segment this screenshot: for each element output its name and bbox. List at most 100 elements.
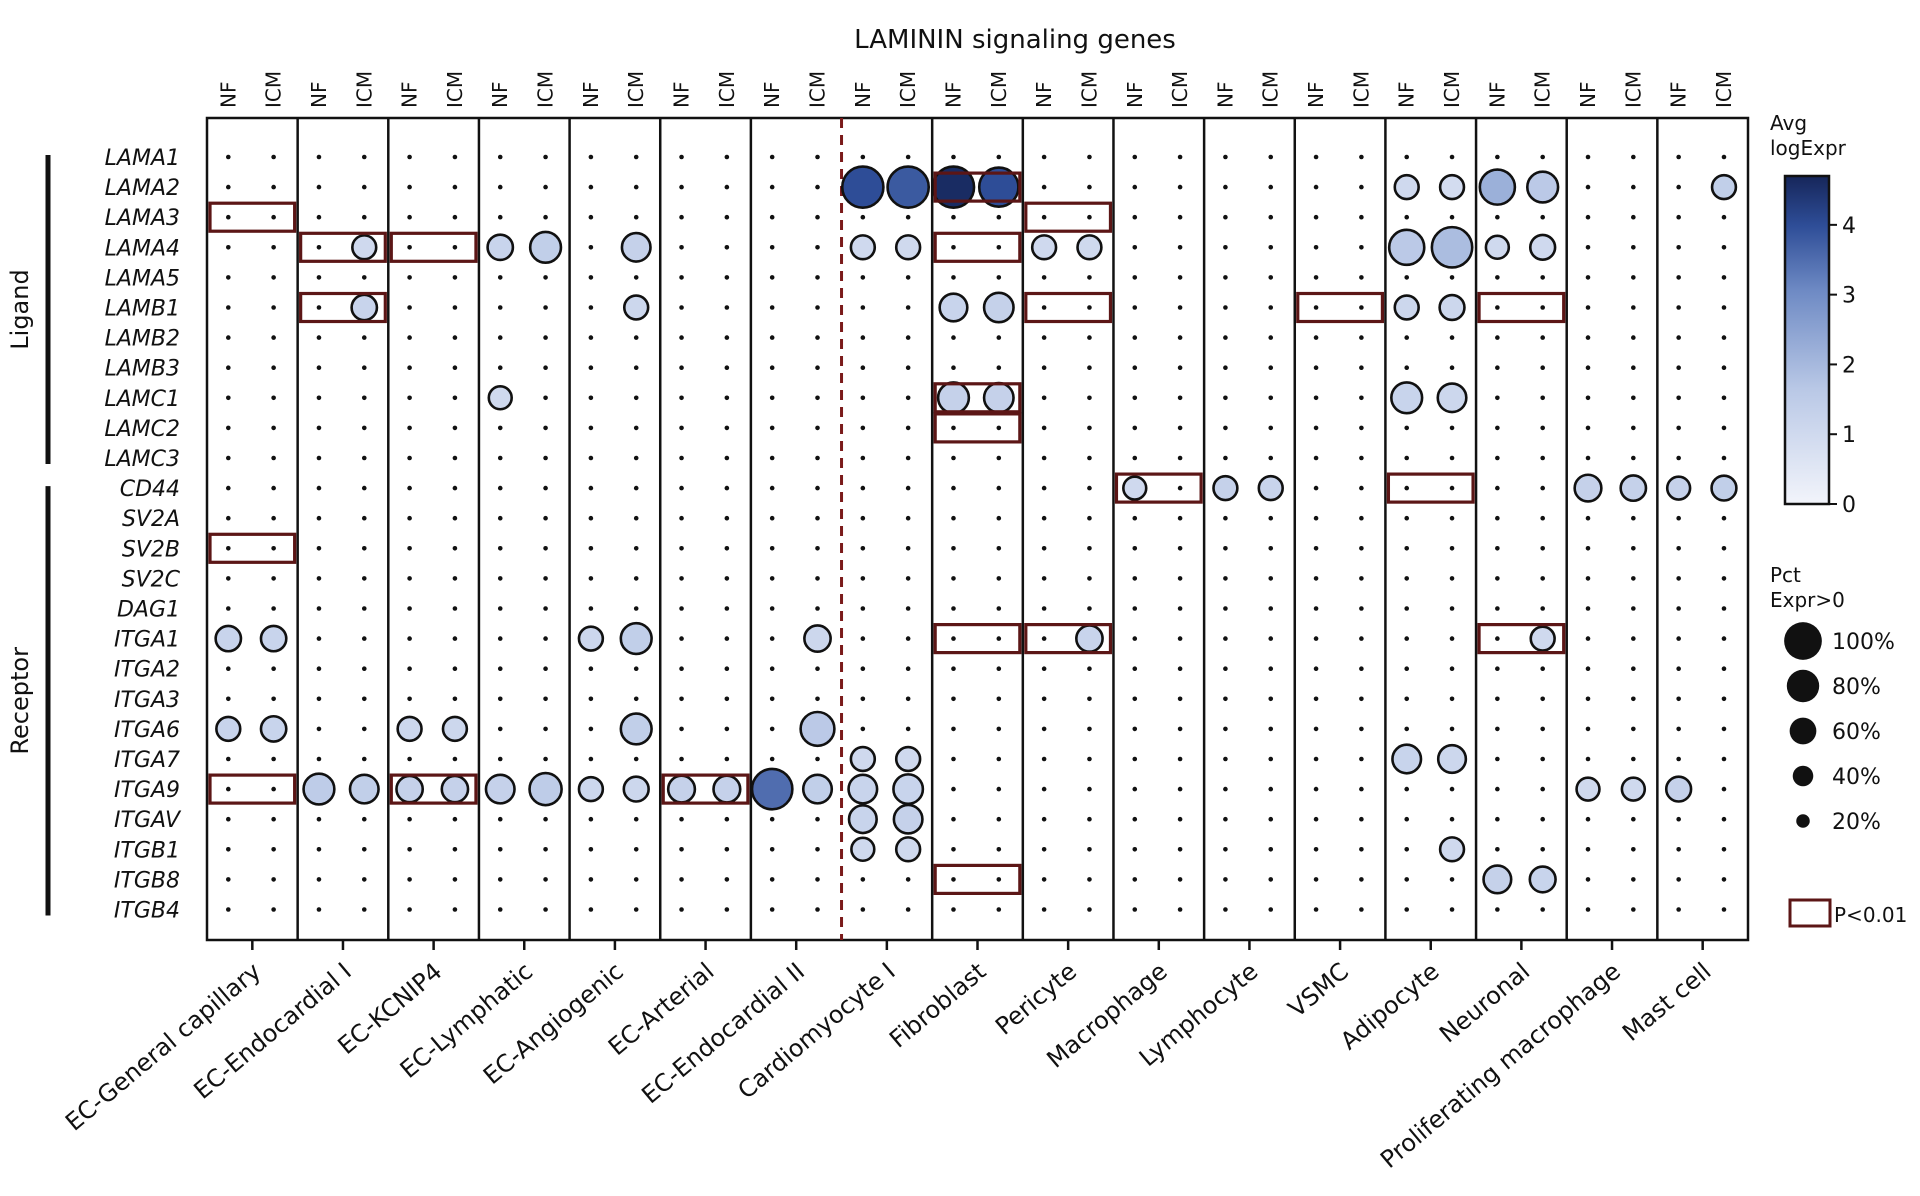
gene-label: LAMA3 [105,206,180,231]
colorbar-tick-label: 1 [1842,423,1856,448]
expression-dot [860,576,866,581]
expression-dot [1087,305,1092,310]
expression-dot [1404,786,1410,792]
expression-dot [1177,275,1183,280]
expression-dot [1390,381,1424,415]
expression-dot [905,425,911,431]
expression-dot [348,773,380,805]
expression-dot [633,696,639,702]
expression-dot [271,847,276,852]
expression-dot [1041,636,1047,641]
expression-dot [271,756,276,762]
expression-dot [1449,636,1455,641]
expression-dot [361,395,367,401]
expression-dot [1087,184,1092,190]
expression-dot [1223,816,1228,822]
expression-dot [1449,907,1455,912]
expression-dot [619,621,653,656]
expression-dot [724,275,730,280]
expression-dot [905,335,911,340]
expression-dot [1041,696,1047,702]
gene-label: ITGA6 [114,718,180,743]
expression-dot [951,365,956,371]
significance-box [299,291,387,324]
expression-dot [1404,726,1410,732]
expression-dot [1676,425,1681,431]
expression-dot [1664,775,1693,803]
expression-dot [588,696,594,702]
expression-dot [543,335,548,340]
expression-dot [1449,515,1455,521]
expression-dot [1268,696,1274,702]
expression-dot [452,184,458,190]
expression-dot [361,154,367,160]
expression-dot [996,335,1002,340]
expression-dot [1449,455,1455,461]
expression-dot [1132,214,1138,220]
expression-dot [1223,576,1228,581]
expression-dot [633,485,639,491]
expression-dot [1223,365,1228,371]
expression-dot [724,365,730,371]
expression-dot [815,546,820,551]
expression-dot [497,515,503,521]
expression-dot [1132,726,1138,732]
expression-dot [815,877,820,882]
expression-dot [905,877,911,882]
expression-dot [226,907,231,912]
expression-dot [724,214,730,220]
gene-label: ITGB8 [114,868,180,893]
expression-dot [1676,455,1681,461]
expression-dot [1631,816,1636,822]
expression-dot [633,816,639,822]
expression-dot [1540,455,1545,461]
expression-dot [679,666,684,671]
expression-dot [724,335,730,340]
expression-dot [361,214,367,220]
expression-dot [484,773,516,805]
expression-dot [905,696,911,702]
condition-label-icm: ICM [262,71,286,108]
expression-dot [452,636,458,641]
expression-dot [452,305,458,310]
expression-dot [1721,666,1727,671]
expression-dot [1041,877,1047,882]
expression-dot [905,305,911,310]
expression-dot [588,455,594,461]
gene-label: SV2A [122,507,180,532]
expression-dot [226,786,231,792]
expression-dot [271,184,276,190]
expression-dot [905,455,911,461]
expression-dot [1087,907,1092,912]
expression-dot [860,425,866,431]
expression-dot [1676,756,1681,762]
expression-dot [633,546,639,551]
condition-label-nf: NF [1576,82,1600,108]
expression-dot [1223,786,1228,792]
expression-dot [1540,305,1545,310]
expression-dot [847,773,879,805]
expression-dot [679,636,684,641]
expression-dot [1528,233,1557,262]
expression-dot [1177,696,1183,702]
expression-dot [724,696,730,702]
expression-dot [1268,726,1274,732]
expression-dot [679,485,684,491]
expression-dot [350,293,379,322]
gene-label: LAMC1 [104,387,180,412]
expression-dot [1132,756,1138,762]
expression-dot [1631,877,1636,882]
expression-dot [271,877,276,882]
expression-dot [1495,275,1500,280]
expression-dot [361,425,367,431]
expression-dot [1404,666,1410,671]
expression-dot [724,485,730,491]
expression-dot [1041,726,1047,732]
expression-dot [440,774,470,804]
expression-dot [1585,756,1591,762]
expression-dot [452,877,458,882]
expression-dot [1177,365,1183,371]
expression-dot [361,907,367,912]
condition-label-nf: NF [1304,82,1328,108]
expression-dot [1359,184,1364,190]
